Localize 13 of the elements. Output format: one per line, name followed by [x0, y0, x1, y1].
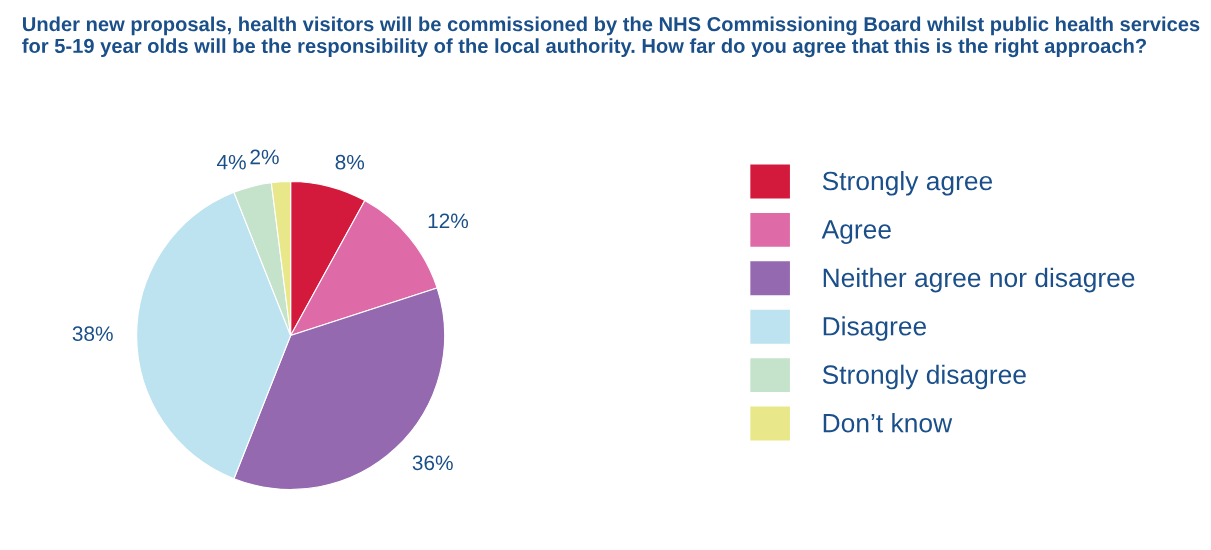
data-label: 36%: [412, 455, 453, 471]
data-label: 12%: [428, 213, 469, 229]
data-label: 38%: [72, 326, 113, 342]
chart-title: Under new proposals, health visitors will be commissioned by the NHS Commissioning Board whilst public health services for 5-19 year olds will be the responsibility of the local authority. How far do you agree that this is the right approach?: [22, 16, 1200, 58]
legend-label: Don’t know: [823, 413, 953, 433]
data-label: 8%: [335, 154, 365, 170]
legend-label: Strongly agree: [822, 170, 993, 196]
data-label: 2%: [250, 149, 279, 165]
legend-label: Disagree: [823, 316, 927, 341]
legend-label: Agree: [821, 220, 891, 244]
legend-label: Strongly disagree: [822, 364, 1026, 390]
data-label: 4%: [216, 154, 246, 170]
legend-label: Neither agree nor disagree: [823, 267, 1135, 293]
